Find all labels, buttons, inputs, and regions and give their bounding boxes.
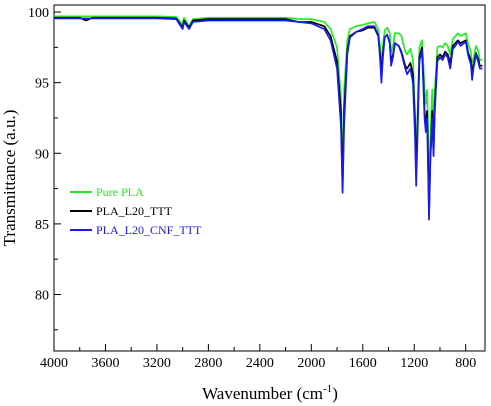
x-tick-label: 2400 bbox=[246, 356, 274, 371]
y-tick-label: 80 bbox=[35, 289, 49, 304]
x-tick-label: 1200 bbox=[400, 356, 428, 371]
y-tick-label: 95 bbox=[35, 77, 49, 92]
series-line-2 bbox=[54, 17, 483, 221]
legend-label-1: PLA_L20_TTT bbox=[96, 204, 173, 218]
x-tick-label: 3200 bbox=[143, 356, 171, 371]
x-tick-label: 1600 bbox=[349, 356, 377, 371]
y-axis-title: Transmittance (a.u.) bbox=[0, 110, 19, 247]
y-tick-label: 85 bbox=[35, 218, 49, 233]
x-axis-title-superscript: -1 bbox=[323, 383, 332, 395]
legend: Pure PLA PLA_L20_TTT PLA_L20_CNF_TTT bbox=[70, 185, 202, 237]
y-tick-label: 90 bbox=[35, 147, 49, 162]
legend-label-2: PLA_L20_CNF_TTT bbox=[96, 223, 202, 237]
x-tick-label: 800 bbox=[455, 356, 476, 371]
y-tick-label: 100 bbox=[28, 6, 49, 21]
legend-label-0: Pure PLA bbox=[96, 185, 144, 199]
x-axis-title: Wavenumber (cm-1) bbox=[202, 383, 338, 403]
series-layer bbox=[54, 15, 483, 221]
x-tick-label: 2800 bbox=[194, 356, 222, 371]
ticks-layer: 4000 3600 3200 2800 2400 2000 1600 1200 800 80 85 9… bbox=[28, 6, 476, 371]
x-axis-title-close: ) bbox=[332, 384, 338, 403]
plot-frame bbox=[53, 4, 486, 352]
series-line-0 bbox=[54, 15, 483, 197]
x-tick-label: 3600 bbox=[91, 356, 119, 371]
x-tick-label: 2000 bbox=[297, 356, 325, 371]
x-axis-title-main: Wavenumber (cm bbox=[202, 384, 323, 403]
x-tick-label: 4000 bbox=[40, 356, 68, 371]
